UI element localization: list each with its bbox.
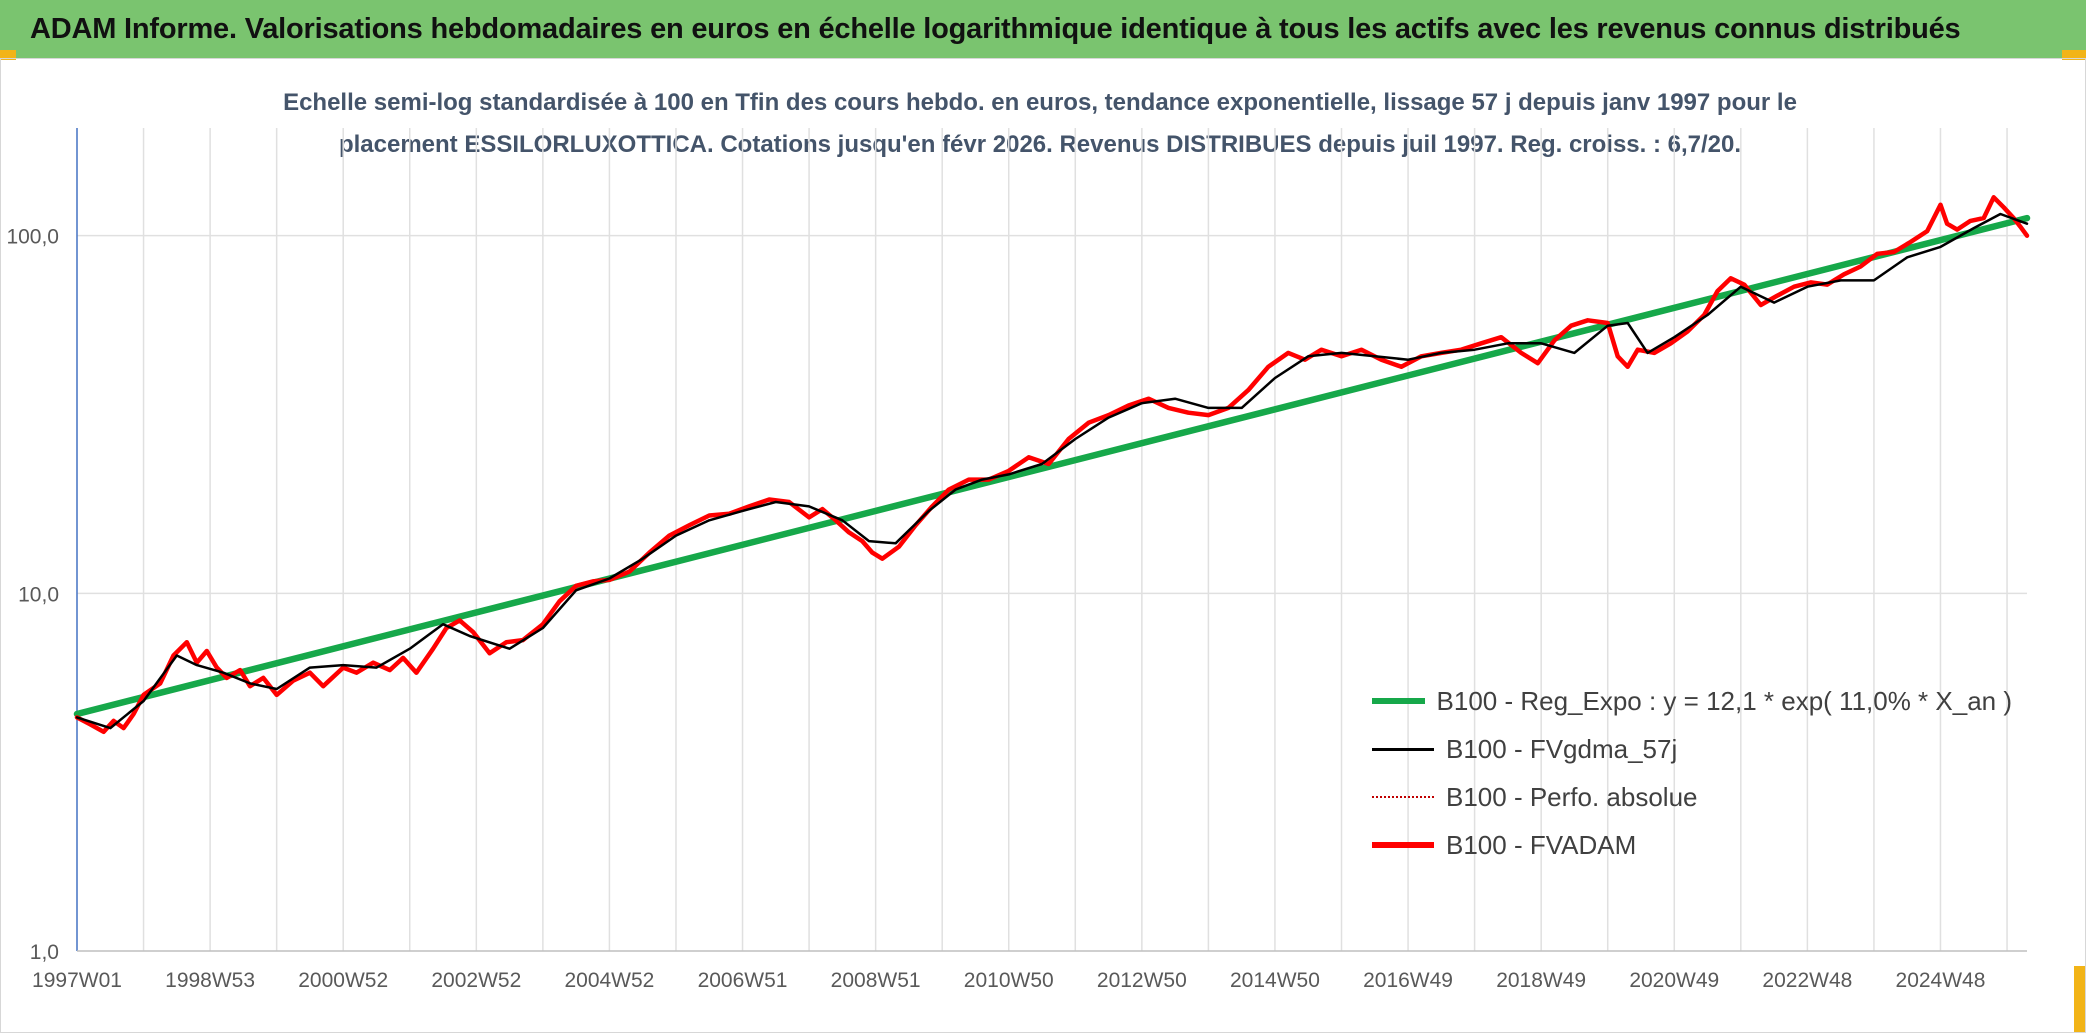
x-tick-label: 2018W49 bbox=[1496, 969, 1586, 992]
x-tick-label: 2016W49 bbox=[1363, 969, 1453, 992]
x-tick-label: 2020W49 bbox=[1629, 969, 1719, 992]
legend-swatch-smoothed bbox=[1372, 747, 1434, 751]
x-tick-label: 2014W50 bbox=[1230, 969, 1320, 992]
x-tick-label: 2000W52 bbox=[298, 969, 388, 992]
x-tick-label: 2022W48 bbox=[1762, 969, 1852, 992]
legend-swatch-perf bbox=[1372, 796, 1434, 798]
series-line-smoothed bbox=[75, 212, 2029, 730]
legend-label-fvadam: B100 - FVADAM bbox=[1446, 829, 1637, 860]
x-tick-label: 1997W01 bbox=[32, 969, 122, 992]
chart-title-line-1: Echelle semi-log standardisée à 100 en T… bbox=[283, 89, 1797, 116]
y-tick-label: 1,0 bbox=[30, 941, 59, 964]
x-tick-label: 2002W52 bbox=[431, 969, 521, 992]
legend-label-perf: B100 - Perfo. absolue bbox=[1446, 781, 1698, 812]
x-tick-label: 2004W52 bbox=[564, 969, 654, 992]
x-tick-label: 2008W51 bbox=[831, 969, 921, 992]
corner-marker-top-left bbox=[0, 50, 16, 60]
chart-tick-labels: 1,0 10,0 100,0 1997W01 1998W53 2000W52 2002W52… bbox=[6, 226, 1985, 992]
y-tick-label: 10,0 bbox=[18, 583, 59, 606]
legend-swatch-fvadam bbox=[1372, 842, 1434, 848]
chart-axes bbox=[76, 128, 2027, 952]
legend-swatch-trend bbox=[1372, 698, 1425, 704]
x-tick-label: 2006W51 bbox=[698, 969, 788, 992]
corner-marker-top-right bbox=[2062, 50, 2086, 60]
legend-item-perf: B100 - Perfo. absolue bbox=[1372, 773, 2012, 821]
x-tick-label: 1998W53 bbox=[165, 969, 255, 992]
x-tick-label: 2012W50 bbox=[1097, 969, 1187, 992]
chart-grid bbox=[77, 128, 2027, 951]
x-tick-label: 2024W48 bbox=[1896, 969, 1986, 992]
chart-legend: B100 - Reg_Expo : y = 12,1 * exp( 11,0% … bbox=[1372, 677, 2012, 869]
legend-item-trend: B100 - Reg_Expo : y = 12,1 * exp( 11,0% … bbox=[1372, 677, 2012, 725]
x-tick-label: 2010W50 bbox=[964, 969, 1054, 992]
y-tick-label: 100,0 bbox=[6, 226, 59, 249]
legend-item-smoothed: B100 - FVgdma_57j bbox=[1372, 725, 2012, 773]
legend-label-trend: B100 - Reg_Expo : y = 12,1 * exp( 11,0% … bbox=[1436, 685, 2012, 716]
series-line-fvadam bbox=[74, 195, 2030, 735]
series-line-trend bbox=[73, 214, 2031, 718]
corner-marker-bottom-right bbox=[2074, 966, 2086, 1033]
report-banner: ADAM Informe. Valorisations hebdomadaire… bbox=[0, 0, 2086, 58]
legend-label-smoothed: B100 - FVgdma_57j bbox=[1446, 733, 1678, 764]
report-title: ADAM Informe. Valorisations hebdomadaire… bbox=[30, 12, 1961, 45]
chart-title-line-2: placement ESSILORLUXOTTICA. Cotations ju… bbox=[338, 131, 1742, 158]
chart-series bbox=[73, 195, 2031, 735]
legend-item-fvadam: B100 - FVADAM bbox=[1372, 821, 2012, 869]
